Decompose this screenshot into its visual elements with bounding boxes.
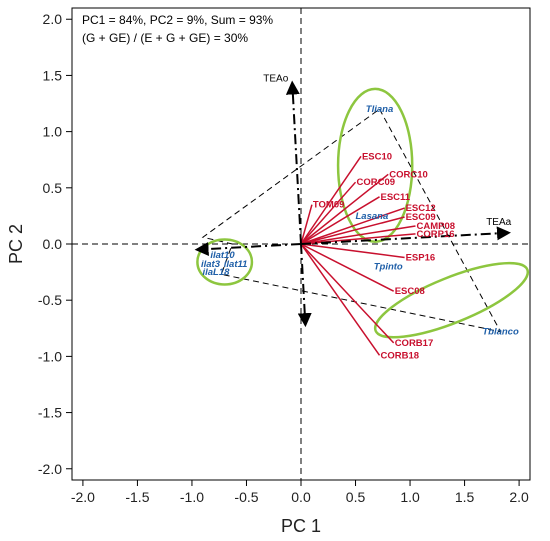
y-tick-label: 2.0	[43, 11, 63, 27]
polygon-layer	[201, 108, 502, 333]
x-axis-title: PC 1	[281, 516, 321, 536]
environment-label: ESC11	[381, 192, 411, 203]
environment-label: CORB18	[381, 350, 420, 361]
environment-label: CORC09	[357, 177, 396, 188]
environment-label: CORP16	[417, 229, 455, 240]
mega-environment-ellipse	[373, 261, 530, 339]
trait-vector	[300, 226, 511, 245]
trait-opposite-vector	[194, 242, 302, 257]
x-tick-label: -2.0	[71, 489, 95, 505]
environment-vector	[300, 243, 381, 356]
environment-label: CORC10	[389, 169, 428, 180]
environment-label: CORB17	[395, 338, 434, 349]
y-tick-label: 1.5	[43, 67, 63, 83]
x-tick-label: -1.0	[180, 489, 204, 505]
environment-label: CAMP08	[417, 221, 456, 232]
environment-label: TOM09	[313, 200, 345, 211]
genotype-label: ilat3	[201, 259, 221, 270]
y-tick-label: -2.0	[38, 461, 62, 477]
annotation-ratio: (G + GE) / (E + G + GE) = 30%	[82, 31, 248, 45]
genotype-label: ilaL18	[202, 267, 230, 278]
polygon-outline	[201, 108, 502, 333]
environment-vector	[300, 243, 395, 292]
mega-environment-ellipse	[196, 238, 254, 286]
environment-vector-layer	[300, 155, 416, 356]
genotype-label: ilat10	[210, 250, 235, 261]
x-tick-label: -0.5	[234, 489, 258, 505]
x-tick-label: 2.0	[509, 489, 529, 505]
trait-vector-layer: TEAo TEAa	[194, 73, 512, 328]
environment-vector	[300, 204, 313, 245]
trait-label: TEAa	[486, 217, 511, 228]
ellipse-layer	[196, 87, 530, 339]
environment-vector	[300, 233, 416, 245]
y-tick-label: 0.5	[43, 180, 63, 196]
y-tick-label: 1.0	[43, 124, 63, 140]
genotype-label: Lasana	[356, 211, 389, 222]
environment-vector	[300, 155, 362, 245]
genotype-label: Tpinto	[374, 261, 403, 272]
environment-vector	[300, 173, 389, 245]
x-tick-label: -1.5	[125, 489, 149, 505]
x-tick-label: 0.5	[346, 489, 366, 505]
environment-vector	[300, 225, 416, 245]
y-tick-label: -1.0	[38, 348, 62, 364]
environment-vector	[300, 243, 395, 344]
y-tick-label: 0.0	[43, 236, 63, 252]
environment-vector	[300, 181, 357, 245]
annotation-variance: PC1 = 84%, PC2 = 9%, Sum = 93%	[82, 13, 273, 27]
environment-vector	[300, 207, 405, 245]
y-tick-label: -0.5	[38, 292, 62, 308]
x-tick-label: 1.5	[455, 489, 475, 505]
environment-label: ESC10	[362, 151, 392, 162]
tick-layer: -2.0 -1.5 -1.0 -0.5 0.0 0.5 1.0 1.5 2.0 -2.0 -1.5 -…	[38, 11, 529, 505]
environment-vector	[300, 216, 405, 245]
mega-environment-ellipse	[336, 87, 414, 244]
genotype-label: Tliana	[366, 104, 393, 115]
x-tick-label: 1.0	[400, 489, 420, 505]
y-tick-label: -1.5	[38, 405, 62, 421]
environment-vector	[300, 243, 405, 259]
environment-vector	[300, 196, 380, 245]
y-axis-title: PC 2	[6, 224, 26, 264]
trait-opposite-vector	[297, 243, 312, 328]
trait-label: TEAo	[263, 73, 288, 84]
environment-label: ESC08	[395, 286, 425, 297]
trait-vector	[285, 80, 302, 245]
genotype-label: Tblanco	[482, 327, 519, 338]
genotype-label: ilat11	[224, 259, 248, 270]
environment-label: ESP16	[406, 252, 436, 263]
environment-label: ESC09	[406, 212, 436, 223]
x-tick-label: 0.0	[291, 489, 311, 505]
environment-label: ESC12	[406, 203, 436, 214]
